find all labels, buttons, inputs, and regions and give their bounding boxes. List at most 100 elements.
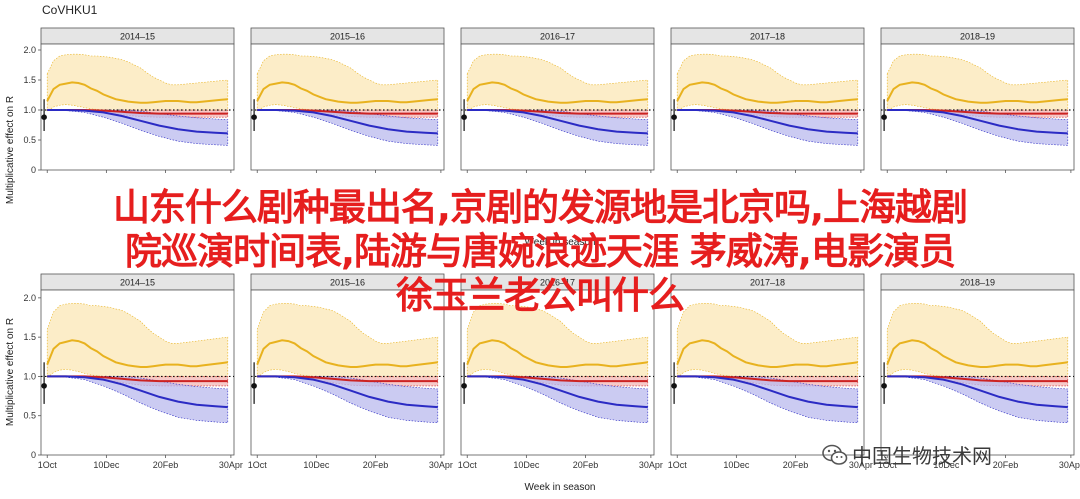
x-tick-label: 1Oct bbox=[668, 460, 688, 470]
series-1-line bbox=[886, 339, 1068, 368]
watermark: 中国生物技术网 bbox=[822, 440, 992, 469]
x-tick-label: 10Dec bbox=[723, 460, 750, 470]
series-1-line bbox=[256, 81, 438, 104]
x-tick-label: 10Dec bbox=[93, 460, 120, 470]
figure-title: CoVHKU1 bbox=[42, 3, 98, 17]
series-1-line bbox=[466, 81, 648, 104]
series-1-line bbox=[676, 81, 858, 104]
x-tick-label: 10Dec bbox=[303, 460, 330, 470]
series-3-ribbon bbox=[47, 376, 229, 424]
x-tick-label: 1Oct bbox=[878, 460, 898, 470]
panel-2-4: 2017–18 1Oct 10Dec 20Feb 30Apr bbox=[668, 273, 873, 470]
series-3-line bbox=[257, 375, 438, 409]
point-estimate bbox=[251, 383, 257, 389]
x-tick-label: 20Feb bbox=[783, 460, 809, 470]
x-tick-label: 1Oct bbox=[38, 460, 58, 470]
panel-1-3: 2016–17 bbox=[460, 27, 655, 173]
y-axis-title-top: Multiplicative effect on R bbox=[5, 96, 16, 204]
x-tick-label: 30Apr bbox=[639, 460, 663, 470]
panel-2-1: 2014–15 1Oct 10Dec 20Feb 30Apr bbox=[38, 273, 243, 470]
y-tick-label: 0 bbox=[31, 450, 36, 460]
panel-1-2: 2015–16 bbox=[250, 27, 445, 173]
panel-strip-label: 2016–17 bbox=[540, 278, 575, 288]
point-estimate bbox=[461, 383, 467, 389]
panel-grid: 2014–15 2015–16 2016–17 2017–18 2018–19 0 0.5 1… bbox=[23, 27, 1080, 470]
x-tick-label: 20Feb bbox=[993, 460, 1019, 470]
y-tick-label: 0.5 bbox=[23, 135, 36, 145]
x-tick-label: 10Dec bbox=[933, 460, 960, 470]
x-axis-title-top: Week in season bbox=[525, 237, 596, 248]
y-axis-title-bottom: Multiplicative effect on R bbox=[5, 318, 16, 426]
x-tick-label: 1Oct bbox=[248, 460, 268, 470]
x-tick-label: 20Feb bbox=[573, 460, 599, 470]
panel-strip-label: 2014–15 bbox=[120, 278, 155, 288]
panel-strip-label: 2016–17 bbox=[540, 32, 575, 42]
panel-strip-label: 2017–18 bbox=[750, 278, 785, 288]
series-1-line bbox=[676, 339, 858, 368]
series-3-ribbon bbox=[257, 109, 439, 146]
series-3-line bbox=[677, 109, 858, 135]
y-tick-label: 1.5 bbox=[23, 332, 36, 342]
panel-2-2: 2015–16 1Oct 10Dec 20Feb 30Apr bbox=[248, 273, 453, 470]
series-3-line bbox=[47, 375, 228, 409]
x-tick-label: 30Apr bbox=[429, 460, 453, 470]
point-estimate bbox=[881, 114, 887, 120]
point-estimate bbox=[41, 383, 47, 389]
y-tick-label: 2.0 bbox=[23, 293, 36, 303]
series-3-ribbon bbox=[467, 376, 649, 424]
x-tick-label: 30Apr bbox=[849, 460, 873, 470]
series-3-ribbon bbox=[467, 109, 649, 146]
series-3-line bbox=[677, 375, 858, 409]
series-3-line bbox=[887, 109, 1068, 135]
y-tick-label: 1.0 bbox=[23, 371, 36, 381]
panel-1-1: 2014–15 bbox=[40, 27, 235, 173]
panel-strip-label: 2018–19 bbox=[960, 32, 995, 42]
x-axis-title-bottom: Week in season bbox=[525, 482, 596, 493]
x-tick-label: 1Oct bbox=[458, 460, 478, 470]
series-1-line bbox=[466, 339, 648, 368]
series-3-ribbon bbox=[677, 109, 859, 146]
point-estimate bbox=[671, 114, 677, 120]
x-tick-label: 30Apr bbox=[1059, 460, 1080, 470]
series-3-line bbox=[257, 109, 438, 135]
series-3-line bbox=[467, 375, 648, 409]
series-3-line bbox=[467, 109, 648, 135]
panel-1-4: 2017–18 bbox=[670, 27, 865, 173]
panel-strip-label: 2015–16 bbox=[330, 32, 365, 42]
x-tick-label: 20Feb bbox=[153, 460, 179, 470]
headline-overlay: 山东什么剧种最出名,京剧的发源地是北京吗,上海越剧 院巡演时间表,陆游与唐婉浪迹… bbox=[0, 186, 1080, 318]
headline-line-1: 山东什么剧种最出名,京剧的发源地是北京吗,上海越剧 bbox=[112, 186, 968, 229]
watermark-text: 中国生物技术网 bbox=[852, 444, 992, 468]
panel-strip-label: 2018–19 bbox=[960, 278, 995, 288]
panel-strip-label: 2017–18 bbox=[750, 32, 785, 42]
point-estimate bbox=[41, 114, 47, 120]
series-1-line bbox=[46, 339, 228, 368]
y-tick-label: 2.0 bbox=[23, 45, 36, 55]
y-tick-label: 0 bbox=[31, 165, 36, 175]
headline-line-2: 院巡演时间表,陆游与唐婉浪迹天涯 茅威涛,电影演员 bbox=[125, 230, 956, 273]
panel-2-5: 2018–19 1Oct 10Dec 20Feb 30Apr bbox=[878, 273, 1080, 470]
y-tick-label: 1.5 bbox=[23, 75, 36, 85]
x-tick-label: 20Feb bbox=[363, 460, 389, 470]
series-3-line bbox=[47, 109, 228, 135]
point-estimate bbox=[671, 383, 677, 389]
series-3-ribbon bbox=[677, 376, 859, 424]
y-tick-label: 1.0 bbox=[23, 105, 36, 115]
headline-line-3: 徐玉兰老公叫什么 bbox=[396, 274, 685, 317]
panel-2-3: 2016–17 1Oct 10Dec 20Feb 30Apr bbox=[458, 273, 663, 470]
series-1-line bbox=[46, 81, 228, 104]
series-3-ribbon bbox=[887, 109, 1069, 146]
series-3-ribbon bbox=[257, 376, 439, 424]
point-estimate bbox=[461, 114, 467, 120]
x-tick-label: 10Dec bbox=[513, 460, 540, 470]
wechat-icon bbox=[822, 444, 848, 465]
series-3-line bbox=[887, 375, 1068, 409]
y-tick-label: 0.5 bbox=[23, 411, 36, 421]
panel-strip-label: 2015–16 bbox=[330, 278, 365, 288]
point-estimate bbox=[251, 114, 257, 120]
series-1-line bbox=[886, 81, 1068, 104]
series-3-ribbon bbox=[887, 376, 1069, 424]
series-1-line bbox=[256, 339, 438, 368]
x-tick-label: 30Apr bbox=[219, 460, 243, 470]
